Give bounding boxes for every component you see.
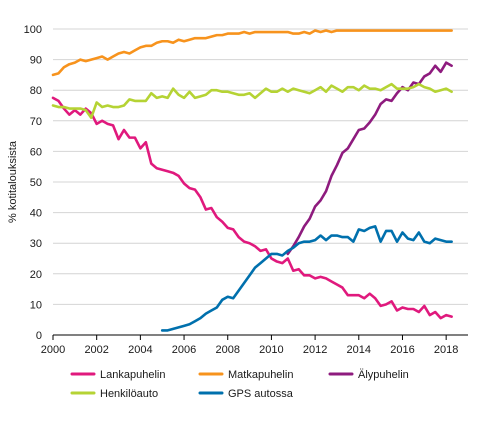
legend-item-lankapuhelin: Lankapuhelin <box>70 369 165 381</box>
y-tick-label: 90 <box>30 55 42 67</box>
legend-item-alypuhelin: Älypuhelin <box>328 369 409 381</box>
series-line-henkiloauto <box>51 82 453 120</box>
y-tick-label: 80 <box>30 85 42 97</box>
x-tick-label: 2008 <box>215 344 239 356</box>
x-tick-label: 2010 <box>259 344 283 356</box>
y-tick-label: 100 <box>24 24 42 36</box>
x-tick-label: 2016 <box>390 344 414 356</box>
series-line-gps-autossa <box>160 225 453 332</box>
y-tick-label: 0 <box>36 330 42 342</box>
legend-label: Henkilöauto <box>100 388 158 400</box>
legend-label: Matkapuhelin <box>228 369 293 381</box>
x-tick-label: 2014 <box>347 344 371 356</box>
x-tick-label: 2018 <box>434 344 458 356</box>
gridlines <box>53 28 468 305</box>
x-tick-label: 2002 <box>84 344 108 356</box>
legend-item-henkiloauto: Henkilöauto <box>70 388 158 400</box>
x-tick-label: 2000 <box>41 344 65 356</box>
legend-label: Älypuhelin <box>358 369 409 381</box>
legend-item-matkapuhelin: Matkapuhelin <box>198 369 293 381</box>
y-tick-label: 50 <box>30 177 42 189</box>
x-tick-label: 2012 <box>303 344 327 356</box>
series-lines <box>51 29 453 332</box>
y-tick-label: 20 <box>30 269 42 281</box>
y-tick-label: 40 <box>30 208 42 220</box>
legend: Lankapuhelin Matkapuhelin Älypuhelin Henkil… <box>70 369 409 400</box>
series-line-lankapuhelin <box>51 96 453 320</box>
y-axis-title: % kotitalouksista <box>7 140 19 223</box>
y-tick-label: 60 <box>30 146 42 158</box>
series-line-alypuhelin <box>286 61 453 256</box>
axes: 0 10 20 30 40 50 60 70 80 90 100 2000 2002 2004 2006 20… <box>24 24 468 356</box>
y-tick-label: 10 <box>30 299 42 311</box>
y-tick-label: 30 <box>30 238 42 250</box>
x-tick-label: 2006 <box>172 344 196 356</box>
legend-label: Lankapuhelin <box>100 369 165 381</box>
series-line-matkapuhelin <box>51 29 453 77</box>
legend-item-gps-autossa: GPS autossa <box>198 388 294 400</box>
x-tick-label: 2004 <box>128 344 152 356</box>
legend-label: GPS autossa <box>228 388 294 400</box>
y-tick-label: 70 <box>30 116 42 128</box>
